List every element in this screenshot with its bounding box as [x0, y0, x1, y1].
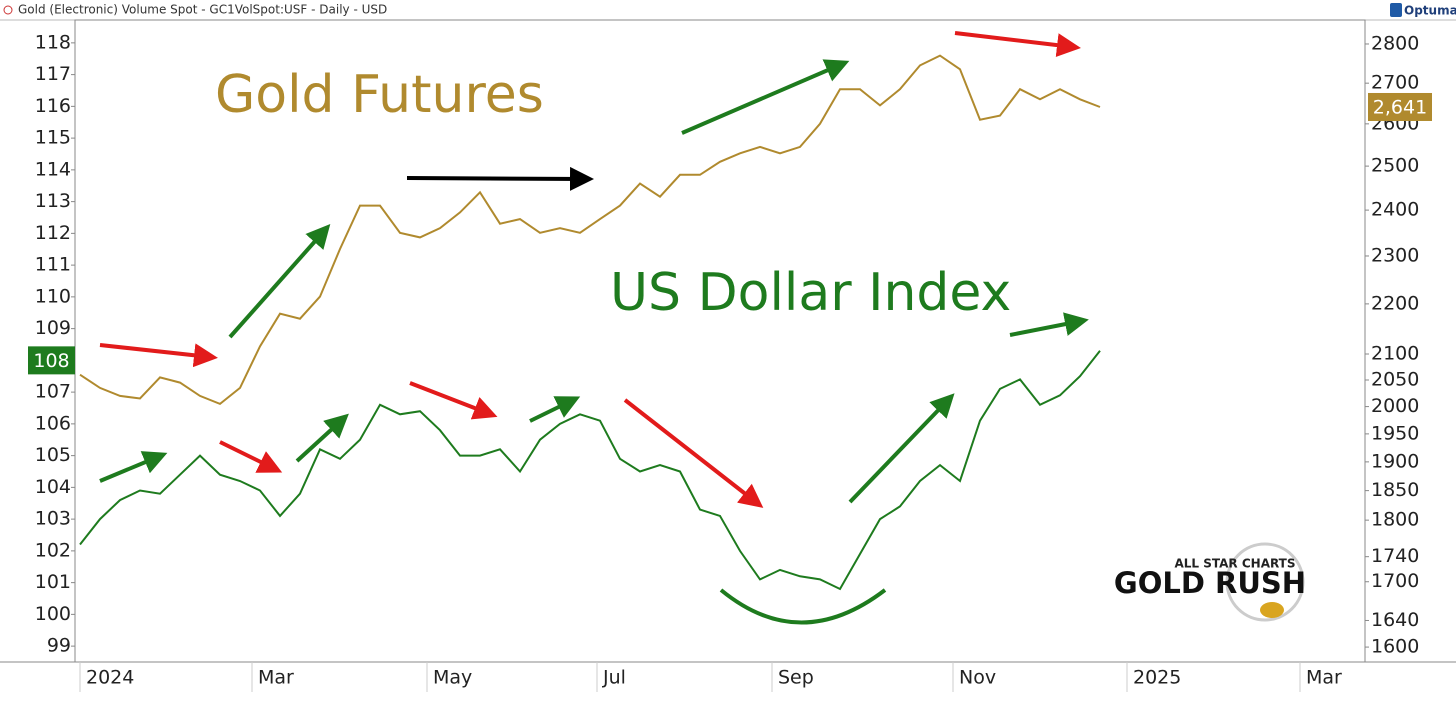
y2-tick-label: 2500 — [1371, 155, 1419, 177]
logo: ALL STAR CHARTS GOLD RUSH — [1114, 542, 1306, 622]
y2-tick-label: 2700 — [1371, 72, 1419, 94]
y-tick-label: 100 — [35, 603, 71, 625]
series-line — [79, 350, 1101, 591]
last-value-badge — [28, 346, 75, 375]
y2-tick-label: 1950 — [1371, 422, 1419, 444]
y2-tick-label: 2000 — [1371, 395, 1419, 417]
arrow — [228, 224, 331, 339]
logo-ring — [1225, 542, 1305, 622]
arrow — [954, 31, 1081, 58]
y-tick-label: 113 — [35, 190, 71, 212]
header-icon — [3, 5, 13, 15]
series-label: US Dollar Index — [610, 263, 1011, 323]
arrow — [219, 440, 283, 473]
brand: Optuma — [1404, 4, 1456, 18]
logo-nugget — [1260, 602, 1284, 618]
chart-title: Gold (Electronic) Volume Spot - GC1VolSp… — [18, 3, 387, 17]
last-value-label: 108 — [33, 350, 69, 372]
y-tick-label: 107 — [35, 381, 71, 403]
y-tick-label: 118 — [35, 31, 71, 53]
y2-tick-label: 1900 — [1371, 450, 1419, 472]
arrow — [848, 393, 955, 504]
y-tick-label: 106 — [35, 412, 71, 434]
y2-tick-label: 1800 — [1371, 509, 1419, 531]
arrow — [681, 59, 850, 135]
last-value-badge — [1368, 92, 1432, 121]
logo-main: GOLD RUSH — [1114, 566, 1306, 600]
brand-icon — [1390, 3, 1402, 17]
y2-tick-label: 1640 — [1371, 609, 1419, 631]
arrow — [99, 451, 168, 483]
y-tick-label: 116 — [35, 95, 71, 117]
y-tick-label: 117 — [35, 63, 71, 85]
arrow — [409, 381, 498, 420]
y2-tick-label: 1700 — [1371, 570, 1419, 592]
arrow — [406, 166, 594, 191]
arrow — [99, 343, 218, 368]
x-tick-label: Mar — [1306, 667, 1342, 689]
x-tick-label: Jul — [602, 667, 626, 689]
x-tick-label: Mar — [258, 667, 294, 689]
series-line — [79, 54, 1101, 406]
y-tick-label: 102 — [35, 539, 71, 561]
y2-tick-label: 2050 — [1371, 368, 1419, 390]
arrow — [623, 398, 764, 508]
y2-tick-label: 2200 — [1371, 292, 1419, 314]
y-tick-label: 114 — [35, 158, 71, 180]
y2-tick-label: 2300 — [1371, 244, 1419, 266]
y2-tick-label: 2800 — [1371, 32, 1419, 54]
y-tick-label: 101 — [35, 571, 71, 593]
x-tick-label: Nov — [959, 667, 996, 689]
y-tick-label: 115 — [35, 127, 71, 149]
bottom-arc — [719, 588, 887, 625]
y2-tick-label: 1740 — [1371, 545, 1419, 567]
logo-top: ALL STAR CHARTS — [1174, 557, 1295, 571]
y-tick-label: 110 — [35, 285, 71, 307]
y-tick-label: 111 — [35, 254, 71, 276]
arrow — [295, 413, 349, 463]
x-tick-label: Sep — [778, 667, 814, 689]
y2-tick-label: 2400 — [1371, 199, 1419, 221]
y-tick-label: 112 — [35, 222, 71, 244]
y-tick-label: 105 — [35, 444, 71, 466]
x-tick-label: 2024 — [86, 667, 134, 689]
y-tick-label: 99 — [47, 635, 71, 657]
x-tick-label: 2025 — [1133, 667, 1181, 689]
y-tick-label: 104 — [35, 476, 71, 498]
arrow — [529, 396, 581, 423]
y-tick-label: 109 — [35, 317, 71, 339]
y-tick-label: 103 — [35, 508, 71, 530]
series-label: Gold Futures — [215, 65, 544, 125]
y2-tick-label: 2100 — [1371, 343, 1419, 365]
annotations — [99, 31, 1089, 625]
y2-tick-label: 1850 — [1371, 479, 1419, 501]
y2-tick-label: 1600 — [1371, 636, 1419, 658]
last-value-label: 2,641 — [1373, 96, 1427, 118]
x-tick-label: May — [433, 667, 472, 689]
arrow — [1009, 312, 1089, 337]
